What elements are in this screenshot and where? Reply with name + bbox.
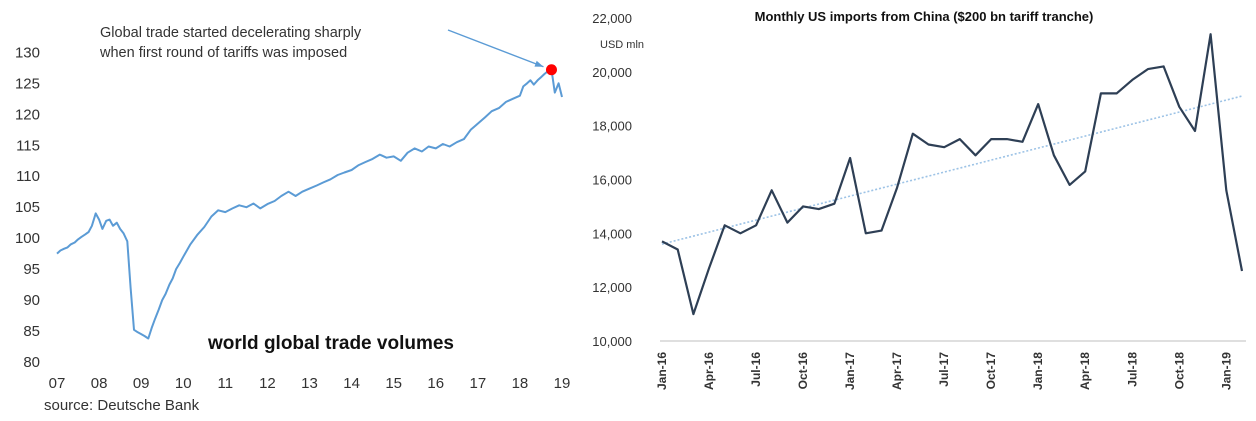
x-tick-label: Apr-16 <box>702 352 716 390</box>
y-tick-label: 90 <box>23 292 40 309</box>
y-tick-label: 10,000 <box>592 334 632 349</box>
x-tick-label: Jul-17 <box>937 352 951 387</box>
y-tick-label: 80 <box>23 354 40 371</box>
chart-title: Monthly US imports from China ($200 bn t… <box>755 9 1094 24</box>
y-tick-label: 100 <box>15 230 40 247</box>
x-tick-label: 09 <box>133 375 150 392</box>
x-tick-label: Jan-17 <box>843 352 857 390</box>
y-tick-label: 14,000 <box>592 226 632 241</box>
x-tick-label: Jan-16 <box>655 352 669 390</box>
y-tick-label: 85 <box>23 323 40 340</box>
x-tick-label: Jul-16 <box>749 352 763 387</box>
x-tick-label: Apr-17 <box>890 352 904 390</box>
x-tick-label: 11 <box>218 375 234 392</box>
y-tick-label: 125 <box>15 75 40 92</box>
x-tick-label: 19 <box>554 375 571 392</box>
trade-volume-chart: 80 85 90 95 100 105 110 115 120 125 130 07 08 09 10 11 1… <box>15 25 571 414</box>
x-tick-label: 13 <box>301 375 318 392</box>
x-tick-label: 14 <box>343 375 360 392</box>
x-tick-label: Jan-19 <box>1219 352 1233 390</box>
right-chart-panel: 10,000 12,000 14,000 16,000 18,000 20,000 22,0… <box>582 0 1256 416</box>
y-tick-label: 105 <box>15 199 40 216</box>
x-tick-label: 17 <box>469 375 486 392</box>
y-tick-label: 22,000 <box>592 11 632 26</box>
y-tick-label: 95 <box>23 261 40 278</box>
x-tick-label: 08 <box>91 375 108 392</box>
chart-title: world global trade volumes <box>207 333 454 354</box>
x-tick-label: Jan-18 <box>1031 352 1045 390</box>
annotation-line: when first round of tariffs was imposed <box>99 45 347 61</box>
y-tick-label: 110 <box>16 168 40 185</box>
annotation-line: Global trade started decelerating sharpl… <box>100 25 362 41</box>
y-tick-label: 120 <box>15 106 40 123</box>
highlight-marker <box>545 64 557 76</box>
y-tick-label: 16,000 <box>592 173 632 188</box>
x-tick-label: Jul-18 <box>1125 352 1139 387</box>
left-chart-panel: 80 85 90 95 100 105 110 115 120 125 130 07 08 09 10 11 1… <box>0 0 582 416</box>
annotation-text: Global trade started decelerating sharpl… <box>99 25 362 61</box>
y-axis-unit: USD mln <box>600 39 644 51</box>
annotation-arrow <box>447 29 544 68</box>
us-imports-chart: 10,000 12,000 14,000 16,000 18,000 20,000 22,0… <box>592 9 1246 390</box>
source-note: source: Deutsche Bank <box>44 397 200 414</box>
x-tick-label: 10 <box>175 375 192 392</box>
x-tick-label: 15 <box>385 375 402 392</box>
x-tick-label: Oct-18 <box>1172 352 1186 390</box>
y-tick-label: 20,000 <box>592 65 632 80</box>
x-tick-label: 07 <box>49 375 66 392</box>
annotation-arrowhead <box>534 60 544 67</box>
y-tick-label: 12,000 <box>592 280 632 295</box>
x-tick-label: Oct-16 <box>796 352 810 390</box>
trend-line <box>661 95 1243 245</box>
trade-volume-line <box>56 68 563 340</box>
x-tick-label: 16 <box>427 375 444 392</box>
x-tick-label: 18 <box>512 375 529 392</box>
x-tick-label: Oct-17 <box>984 352 998 390</box>
imports-line <box>661 33 1244 316</box>
y-tick-label: 130 <box>15 44 40 61</box>
y-tick-label: 18,000 <box>592 119 632 134</box>
x-tick-label: 12 <box>259 375 276 392</box>
y-tick-label: 115 <box>16 137 40 154</box>
x-tick-label: Apr-18 <box>1078 352 1092 390</box>
